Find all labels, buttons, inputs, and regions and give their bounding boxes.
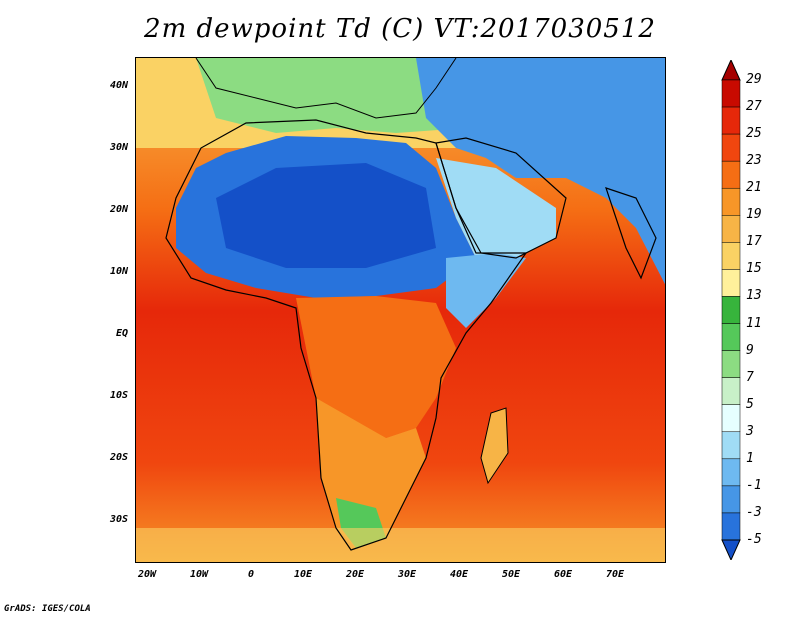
lat-label: 30N: [109, 142, 128, 153]
horn-region: [446, 253, 526, 328]
colorbar-top-arrow: [721, 60, 741, 81]
colorbar-tick-label: 17: [746, 234, 762, 250]
lon-label: 10E: [293, 569, 313, 580]
colorbar-bin: [721, 458, 741, 487]
colorbar-tick-label: 27: [746, 99, 762, 115]
colorbar-bin: [721, 133, 741, 162]
colorbar-bin: [721, 350, 741, 378]
africa-coastline: [165, 119, 528, 551]
colorbar-tick-label: 21: [746, 180, 762, 196]
colorbar-bin: [721, 106, 741, 135]
colorbar-tick-label: -1: [746, 477, 762, 493]
lon-label: 50E: [501, 569, 521, 580]
colorbar-tick-label: 13: [746, 288, 762, 304]
asia-dry-region: [416, 58, 665, 285]
colorbar-bin: [721, 160, 741, 189]
lon-label: 30E: [397, 569, 417, 580]
colorbar-tick-label: 19: [746, 207, 762, 223]
colorbar-bin: [721, 215, 741, 243]
colorbar-bin: [721, 187, 741, 216]
colorbar-bin: [721, 323, 741, 351]
sahara-core: [216, 163, 436, 268]
lon-label: 40E: [449, 569, 469, 580]
colorbar-bin: [721, 404, 741, 433]
lon-label: 0: [247, 569, 255, 580]
colorbar-tick-label: 9: [746, 342, 754, 358]
colorbar-bin: [721, 242, 741, 270]
europe-coastline: [195, 58, 457, 119]
lat-label: 20S: [109, 452, 128, 463]
colorbar-tick-label: 5: [746, 396, 754, 412]
colorbar-bin: [721, 79, 741, 108]
lat-label: 20N: [109, 204, 128, 215]
colorbar-tick-label: 7: [746, 369, 754, 385]
south-band: [136, 528, 665, 562]
lat-label: 10N: [109, 266, 128, 277]
lon-label: 20E: [345, 569, 365, 580]
lon-label: 70E: [605, 569, 625, 580]
lat-label: 10S: [109, 390, 128, 401]
lon-label: 10W: [189, 569, 209, 580]
colorbar-tick-label: 23: [746, 153, 762, 169]
lon-label: 20W: [137, 569, 157, 580]
colorbar-tick-label: 3: [746, 423, 754, 439]
credit-text: GrADS: IGES/COLA: [4, 604, 91, 614]
colorbar-tick-label: 25: [746, 126, 762, 142]
lat-label: 40N: [109, 80, 128, 91]
colorbar-bin: [721, 377, 741, 405]
arabia-coastline: [435, 137, 567, 259]
colorbar-bin: [721, 485, 741, 514]
lon-label: 60E: [553, 569, 573, 580]
colorbar-bin: [721, 296, 741, 324]
colorbar-bin: [721, 269, 741, 297]
central-africa-region: [296, 296, 456, 438]
colorbar-bottom-arrow: [721, 539, 741, 560]
colorbar-bin: [721, 512, 741, 541]
madagascar: [480, 407, 509, 485]
colorbar-tick-label: -5: [746, 532, 762, 547]
lat-label: EQ: [115, 328, 128, 339]
arabia-region: [436, 158, 556, 258]
dewpoint-map: [135, 57, 666, 563]
colorbar-tick-label: 11: [746, 315, 762, 331]
map-title: 2m dewpoint Td (C) VT:2017030512: [144, 14, 656, 44]
lat-label: 30S: [109, 514, 128, 525]
colorbar: [721, 60, 741, 560]
colorbar-tick-label: 1: [746, 450, 754, 466]
india-coastline: [605, 187, 657, 280]
colorbar-tick-label: -3: [746, 504, 762, 520]
colorbar-tick-label: 15: [746, 261, 762, 277]
colorbar-tick-label: 29: [746, 72, 762, 87]
colorbar-bin: [721, 431, 741, 460]
map-canvas: [136, 58, 665, 562]
